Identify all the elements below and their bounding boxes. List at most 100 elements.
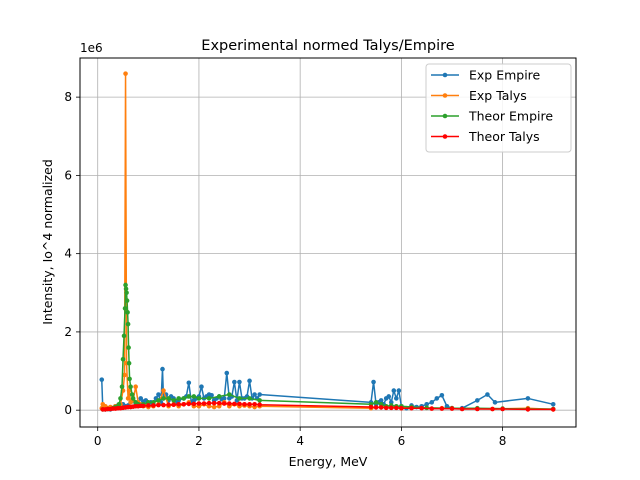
data-point — [138, 396, 144, 401]
data-point — [176, 396, 181, 401]
y-tick-label: 6 — [64, 168, 72, 182]
data-point — [449, 406, 455, 411]
series-theor-talys — [100, 400, 556, 412]
data-point — [171, 398, 176, 403]
legend: Exp Empire Exp Talys Theor Empire Theor Tal… — [425, 63, 572, 153]
data-point — [247, 396, 252, 401]
legend-item: Theor Empire — [431, 109, 553, 124]
data-point — [128, 384, 133, 390]
data-point — [394, 396, 399, 401]
data-point — [227, 401, 232, 406]
data-point — [242, 402, 247, 407]
data-point — [119, 384, 125, 390]
data-point — [257, 398, 262, 403]
data-point — [434, 396, 440, 401]
data-point — [181, 402, 187, 407]
data-point — [140, 403, 146, 409]
data-point — [439, 406, 445, 411]
y-tick-label: 0 — [64, 403, 72, 417]
legend-marker — [442, 93, 448, 98]
series-layer — [99, 71, 556, 412]
data-point — [383, 405, 389, 411]
data-point — [419, 405, 424, 411]
y-tick-label: 8 — [64, 90, 72, 104]
x-tick-label: 6 — [398, 434, 406, 448]
data-point — [386, 394, 392, 399]
data-point — [525, 396, 531, 401]
data-point — [125, 310, 130, 315]
chart-title: Experimental normed Talys/Empire — [201, 38, 454, 54]
data-point — [371, 379, 376, 385]
legend-item: Exp Empire — [431, 68, 541, 83]
data-point — [252, 402, 257, 407]
data-point — [196, 396, 202, 401]
data-point — [221, 396, 227, 401]
data-point — [201, 401, 207, 406]
y-tick-label: 2 — [64, 325, 72, 339]
data-point — [166, 396, 171, 401]
data-point — [216, 400, 222, 406]
data-point — [129, 392, 135, 397]
data-point — [368, 404, 374, 410]
data-point — [166, 402, 171, 408]
legend-item: Exp Talys — [431, 88, 527, 103]
data-point — [124, 290, 129, 296]
data-point — [396, 388, 402, 393]
data-point — [252, 392, 257, 397]
x-tick-label: 4 — [296, 434, 304, 448]
data-point — [409, 405, 414, 411]
data-point — [424, 402, 429, 407]
data-point — [373, 405, 379, 410]
data-point — [199, 384, 204, 390]
data-point — [186, 401, 192, 407]
legend-marker — [442, 134, 448, 139]
data-point — [247, 378, 252, 384]
legend-label: Exp Empire — [469, 68, 541, 83]
data-point — [125, 396, 131, 401]
data-point — [206, 400, 212, 406]
data-point — [211, 404, 217, 410]
data-point — [156, 402, 161, 408]
legend-marker — [442, 113, 448, 119]
data-point — [151, 403, 156, 408]
data-point — [490, 406, 495, 412]
data-point — [126, 360, 132, 366]
data-point — [181, 396, 187, 401]
data-point — [388, 405, 394, 411]
data-point — [475, 406, 480, 412]
legend-marker — [442, 72, 448, 78]
data-point — [257, 402, 262, 408]
data-point — [176, 402, 181, 407]
legend-label: Exp Talys — [469, 88, 527, 103]
data-point — [221, 401, 227, 406]
data-point — [122, 372, 127, 378]
data-point — [99, 377, 105, 382]
data-point — [130, 396, 136, 401]
data-point — [160, 366, 165, 372]
data-point — [216, 394, 222, 399]
data-point — [237, 401, 242, 407]
data-point — [191, 401, 197, 407]
data-point — [127, 376, 132, 382]
data-point — [118, 396, 123, 401]
data-point — [492, 400, 498, 405]
data-point — [196, 401, 202, 406]
data-point — [475, 398, 480, 403]
data-point — [257, 392, 262, 397]
y-offset-label: 1e6 — [80, 41, 103, 55]
data-point — [156, 398, 161, 403]
data-point — [237, 379, 242, 385]
x-tick-label: 2 — [195, 434, 203, 448]
data-point — [429, 406, 435, 411]
x-axis-label: Energy, MeV — [289, 454, 368, 469]
data-point — [126, 345, 131, 350]
x-tick-label: 8 — [499, 434, 507, 448]
data-point — [211, 400, 217, 406]
data-point — [186, 380, 192, 386]
data-point — [232, 379, 237, 385]
legend-item: Theor Talys — [431, 129, 540, 144]
data-point — [209, 393, 214, 398]
data-point — [224, 370, 230, 376]
data-point — [399, 405, 404, 411]
data-point — [124, 298, 130, 303]
